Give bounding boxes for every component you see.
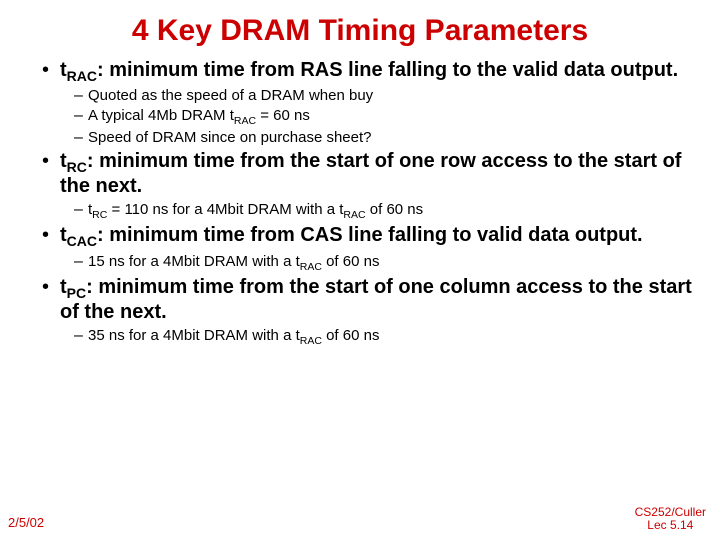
sub-text: 15 ns for a 4Mbit DRAM with a tRAC of 60…: [88, 253, 379, 270]
term-prefix: t: [60, 150, 67, 172]
sub-post: of 60 ns: [322, 327, 380, 344]
sub-item: 35 ns for a 4Mbit DRAM with a tRAC of 60…: [60, 326, 692, 348]
bullet-body: : minimum time from the start of one row…: [60, 150, 681, 197]
bullet-2: tRC: minimum time from the start of one …: [38, 150, 692, 222]
sub-list-2: tRC = 110 ns for a 4Mbit DRAM with a tRA…: [60, 200, 692, 222]
sub-list-4: 35 ns for a 4Mbit DRAM with a tRAC of 60…: [60, 326, 692, 348]
term-subscript: CAC: [67, 233, 97, 249]
term-prefix: t: [60, 59, 67, 81]
sub-mid: = 110 ns for a 4Mbit DRAM with a: [107, 201, 339, 218]
bullet-list: tRAC: minimum time from RAS line falling…: [38, 59, 692, 348]
slide-content: tRAC: minimum time from RAS line falling…: [28, 59, 692, 348]
sub-post: = 60 ns: [256, 107, 310, 124]
sub-item: Speed of DRAM since on purchase sheet?: [60, 128, 692, 148]
sub-text: Quoted as the speed of a DRAM when buy: [88, 87, 373, 104]
sub-text: A typical 4Mb DRAM tRAC = 60 ns: [88, 107, 310, 124]
footer-lec-label: Lec 5.: [647, 518, 680, 532]
sub-list-3: 15 ns for a 4Mbit DRAM with a tRAC of 60…: [60, 252, 692, 274]
term-subscript: PC: [67, 285, 86, 301]
sub-post: of 60 ns: [366, 201, 424, 218]
term-subscript: RAC: [67, 68, 97, 84]
term-subscript: RC: [92, 209, 107, 221]
slide-container: 4 Key DRAM Timing Parameters tRAC: minim…: [0, 0, 720, 540]
bullet-body: : minimum time from CAS line falling to …: [97, 224, 643, 246]
term-subscript: RAC: [300, 261, 322, 273]
footer-credit: CS252/Culler Lec 5.14: [635, 506, 706, 532]
term-subscript: RC: [67, 159, 87, 175]
sub-item: 15 ns for a 4Mbit DRAM with a tRAC of 60…: [60, 252, 692, 274]
bullet-1-text: tRAC: minimum time from RAS line falling…: [60, 59, 692, 84]
bullet-3: tCAC: minimum time from CAS line falling…: [38, 224, 692, 273]
bullet-body: : minimum time from the start of one col…: [60, 276, 692, 323]
term-prefix: t: [60, 276, 67, 298]
sub-pre: 35 ns for a 4Mbit DRAM with a: [88, 327, 296, 344]
sub-pre: 15 ns for a 4Mbit DRAM with a: [88, 253, 296, 270]
sub-item: A typical 4Mb DRAM tRAC = 60 ns: [60, 106, 692, 128]
footer-date: 2/5/02: [8, 515, 44, 530]
bullet-4: tPC: minimum time from the start of one …: [38, 276, 692, 348]
footer-page-num: 14: [680, 518, 693, 532]
sub-item: tRC = 110 ns for a 4Mbit DRAM with a tRA…: [60, 200, 692, 222]
term-subscript: RAC: [300, 335, 322, 347]
footer-date-text: 2/5/02: [8, 515, 44, 530]
sub-pre: A typical 4Mb DRAM: [88, 107, 230, 124]
slide-title: 4 Key DRAM Timing Parameters: [28, 14, 692, 47]
sub-item: Quoted as the speed of a DRAM when buy: [60, 86, 692, 106]
sub-post: of 60 ns: [322, 253, 380, 270]
bullet-3-text: tCAC: minimum time from CAS line falling…: [60, 224, 692, 249]
sub-text: 35 ns for a 4Mbit DRAM with a tRAC of 60…: [88, 327, 379, 344]
term-subscript: RAC: [343, 209, 365, 221]
title-text: 4 Key DRAM Timing Parameters: [132, 14, 588, 47]
sub-text: tRC = 110 ns for a 4Mbit DRAM with a tRA…: [88, 201, 423, 218]
term-subscript: RAC: [234, 115, 256, 127]
bullet-body: : minimum time from RAS line falling to …: [97, 59, 678, 81]
sub-list-1: Quoted as the speed of a DRAM when buy A…: [60, 86, 692, 148]
bullet-4-text: tPC: minimum time from the start of one …: [60, 276, 692, 324]
term-prefix: t: [60, 224, 67, 246]
bullet-1: tRAC: minimum time from RAS line falling…: [38, 59, 692, 148]
bullet-2-text: tRC: minimum time from the start of one …: [60, 150, 692, 198]
sub-text: Speed of DRAM since on purchase sheet?: [88, 129, 372, 146]
footer-lecture: Lec 5.14: [635, 519, 706, 532]
